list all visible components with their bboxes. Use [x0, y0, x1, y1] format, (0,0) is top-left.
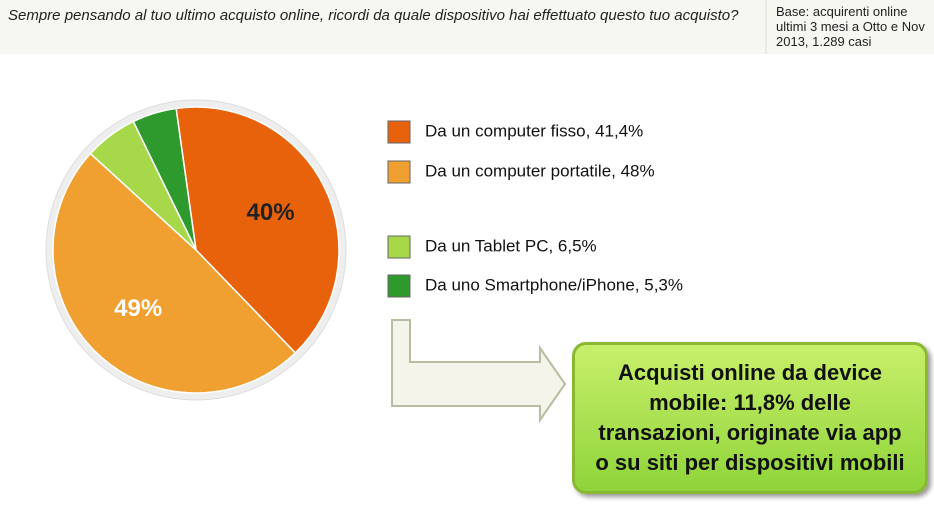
callout: Acquisti online da device mobile: 11,8% …	[572, 342, 928, 494]
legend-label: Da un Tablet PC, 6,5%	[425, 236, 597, 255]
legend-swatch	[387, 274, 411, 298]
pie-slice	[52, 152, 297, 394]
question: Sempre pensando al tuo ultimo acquisto o…	[8, 7, 739, 24]
pie-slice	[132, 107, 197, 251]
slice-label: 40%	[247, 199, 295, 226]
legend-label: Da uno Smartphone/iPhone, 5,3%	[425, 275, 683, 294]
arrow	[391, 319, 567, 424]
legend-swatch	[387, 160, 411, 184]
legend-swatch	[387, 120, 411, 144]
legend-label: Da un computer portatile, 48%	[425, 161, 655, 180]
legend-swatch	[387, 235, 411, 259]
pie-slice	[175, 106, 340, 354]
legend-label: Da un computer fisso, 41,4%	[425, 121, 643, 140]
header-band	[0, 0, 934, 54]
slice-label: 49%	[114, 295, 162, 322]
base-note: Base: acquirenti online ultimi 3 mesi a …	[776, 4, 925, 49]
